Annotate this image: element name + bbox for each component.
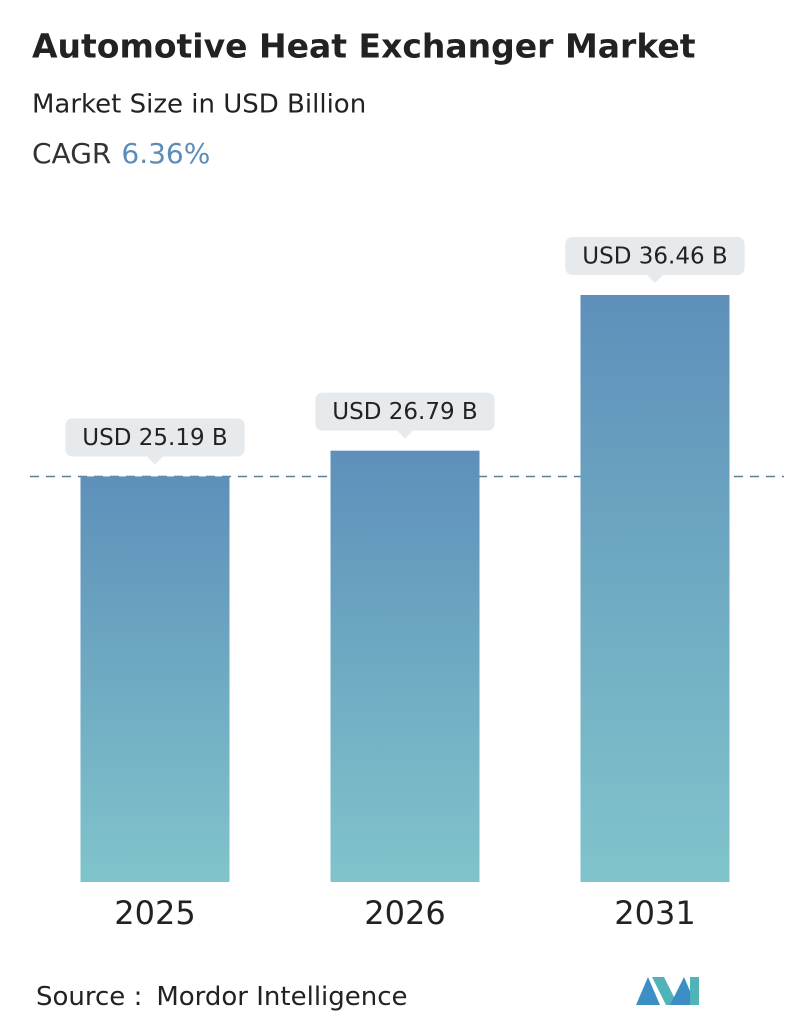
value-label-pointer — [147, 456, 163, 465]
value-label-box — [565, 236, 745, 275]
value-label-pointer — [647, 274, 663, 283]
value-label-pointer — [397, 430, 413, 439]
x-tick-label: 2026 — [364, 894, 445, 932]
cagr-label: CAGR — [32, 137, 111, 170]
bar — [80, 476, 230, 882]
cagr: CAGR 6.36% — [32, 137, 210, 170]
x-tick-label: 2025 — [114, 894, 195, 932]
chart-title: Automotive Heat Exchanger Market — [32, 27, 696, 66]
plot-area: 2025 USD 25.19 B 2026 USD 26.79 B 2031 USD 36… — [30, 236, 784, 932]
value-label: USD 25.19 B — [82, 425, 227, 451]
bar — [580, 294, 730, 882]
value-label-box — [65, 418, 245, 457]
bar — [330, 450, 480, 882]
value-label-box — [315, 392, 495, 431]
source: Source : Mordor Intelligence — [36, 982, 408, 1012]
value-label: USD 36.46 B — [582, 243, 727, 269]
source-label: Source : — [36, 982, 142, 1012]
source-name: Mordor Intelligence — [156, 982, 407, 1012]
logo — [636, 977, 699, 1005]
cagr-value: 6.36% — [121, 137, 210, 170]
x-tick-label: 2031 — [614, 894, 695, 932]
value-label: USD 26.79 B — [332, 399, 477, 425]
chart-subtitle: Market Size in USD Billion — [32, 90, 366, 120]
